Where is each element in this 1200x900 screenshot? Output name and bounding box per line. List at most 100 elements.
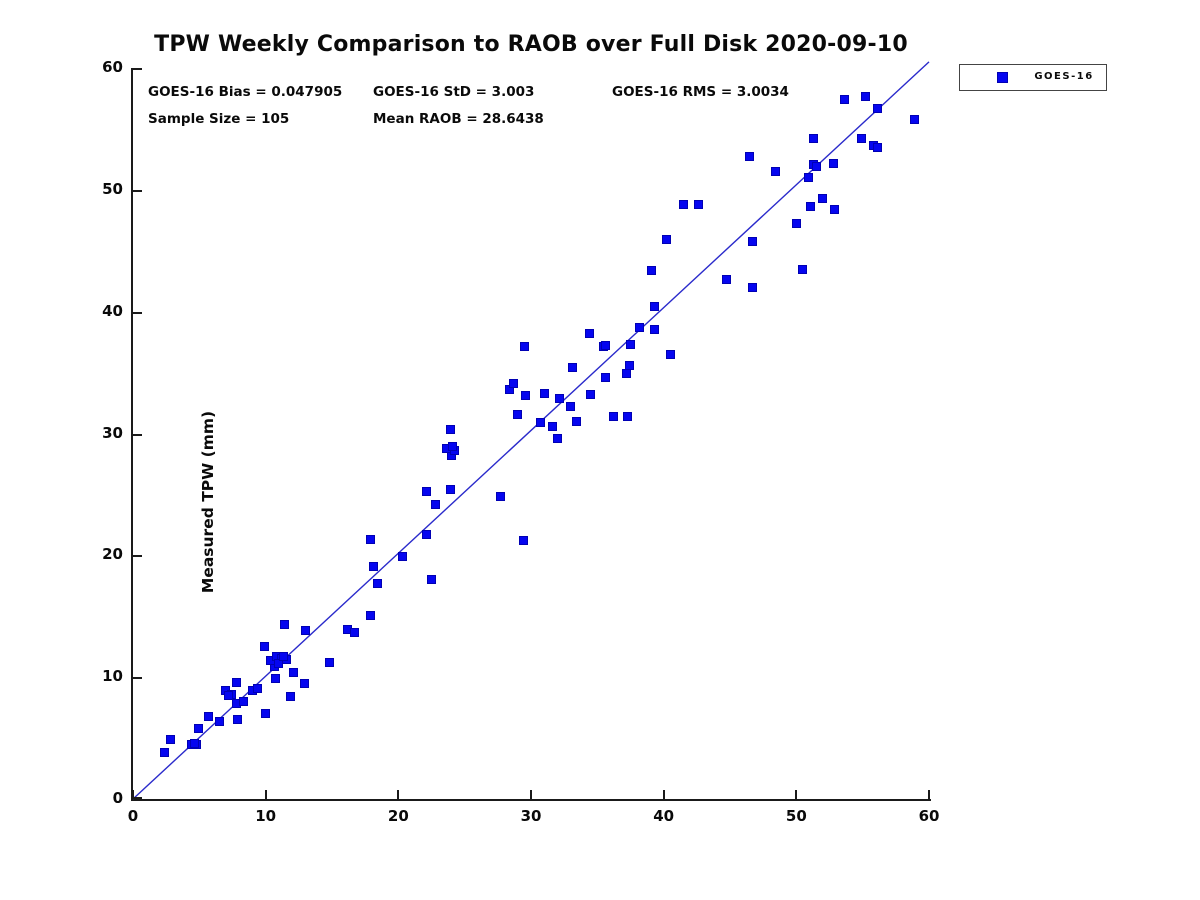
data-point xyxy=(445,425,455,435)
data-point xyxy=(214,716,224,726)
data-point xyxy=(495,492,505,502)
data-point xyxy=(679,199,689,209)
stat-bias: GOES-16 Bias = 0.047905 xyxy=(148,84,343,100)
y-tick-label: 0 xyxy=(112,789,123,807)
chart-title: TPW Weekly Comparison to RAOB over Full … xyxy=(154,32,908,57)
data-point xyxy=(193,723,203,733)
data-point xyxy=(803,173,813,183)
data-point xyxy=(204,711,214,721)
data-point xyxy=(623,411,633,421)
x-tick xyxy=(928,790,930,799)
data-point xyxy=(365,534,375,544)
data-point xyxy=(271,673,281,683)
x-tick-label: 60 xyxy=(918,807,940,825)
data-point xyxy=(566,402,576,412)
data-point xyxy=(231,677,241,687)
y-axis-line xyxy=(131,68,133,801)
data-point xyxy=(791,219,801,229)
data-point xyxy=(872,142,882,152)
data-point xyxy=(624,361,634,371)
data-point xyxy=(649,302,659,312)
data-point xyxy=(635,323,645,332)
data-point xyxy=(608,411,618,421)
y-tick xyxy=(133,677,142,680)
y-tick-label: 10 xyxy=(102,667,123,686)
data-point xyxy=(253,683,263,693)
data-point xyxy=(519,342,529,352)
data-point xyxy=(661,235,671,245)
data-point xyxy=(535,418,545,428)
data-point xyxy=(261,709,271,719)
data-point xyxy=(430,499,440,509)
x-tick xyxy=(795,790,798,799)
data-point xyxy=(622,369,632,379)
data-point xyxy=(165,734,175,744)
data-point xyxy=(909,114,919,124)
data-point xyxy=(279,620,289,630)
data-point xyxy=(721,275,731,285)
stat-sample-size: Sample Size = 105 xyxy=(148,111,290,127)
y-axis-label: Measured TPW (mm) xyxy=(199,410,217,594)
data-point xyxy=(238,697,248,707)
y-tick xyxy=(133,797,142,799)
x-tick xyxy=(662,790,665,799)
legend-series-label: GOES-16 xyxy=(1034,71,1094,82)
data-point xyxy=(448,442,458,452)
data-point xyxy=(770,167,780,177)
data-point xyxy=(365,610,375,620)
data-point xyxy=(798,264,808,274)
y-tick xyxy=(133,311,142,314)
data-point xyxy=(571,416,581,426)
x-tick xyxy=(132,790,134,799)
legend-box: GOES-16 xyxy=(959,64,1107,91)
y-tick-label: 40 xyxy=(102,301,123,320)
y-tick xyxy=(133,433,142,436)
x-tick xyxy=(264,790,267,799)
data-point xyxy=(539,389,549,399)
data-point xyxy=(586,390,596,399)
x-tick-label: 20 xyxy=(387,807,409,825)
data-point xyxy=(547,421,557,431)
data-point xyxy=(160,748,170,758)
data-point xyxy=(856,134,866,144)
x-tick-label: 30 xyxy=(520,807,542,825)
y-tick xyxy=(133,189,142,192)
data-point xyxy=(445,485,455,495)
data-point xyxy=(189,739,199,749)
data-point xyxy=(600,340,610,350)
x-tick-label: 0 xyxy=(127,807,139,825)
stat-rms: GOES-16 RMS = 3.0034 xyxy=(612,84,789,100)
data-point xyxy=(259,642,269,652)
data-point xyxy=(818,193,828,203)
data-point xyxy=(421,530,431,540)
x-tick xyxy=(530,790,532,799)
data-point xyxy=(289,667,299,677)
y-tick-label: 60 xyxy=(102,58,123,76)
data-point xyxy=(600,372,610,382)
data-point xyxy=(421,487,431,497)
data-point xyxy=(279,651,289,661)
data-point xyxy=(748,282,758,292)
data-point xyxy=(372,578,382,588)
data-point xyxy=(286,692,296,702)
data-point xyxy=(748,236,758,246)
fit-line-layer xyxy=(132,61,930,800)
data-point xyxy=(745,152,755,162)
data-point xyxy=(665,349,675,359)
data-point xyxy=(647,265,657,275)
y-tick xyxy=(133,68,142,70)
x-tick-label: 40 xyxy=(653,807,675,825)
x-tick xyxy=(397,790,400,799)
data-point xyxy=(368,561,378,571)
data-point xyxy=(427,575,436,585)
data-point xyxy=(553,433,563,443)
data-point xyxy=(350,627,360,637)
stat-mean-raob: Mean RAOB = 28.6438 xyxy=(373,111,544,127)
data-point xyxy=(513,409,523,419)
data-point xyxy=(224,690,234,700)
stat-std: GOES-16 StD = 3.003 xyxy=(373,84,535,100)
y-tick-label: 20 xyxy=(102,545,123,564)
data-point xyxy=(584,329,594,339)
